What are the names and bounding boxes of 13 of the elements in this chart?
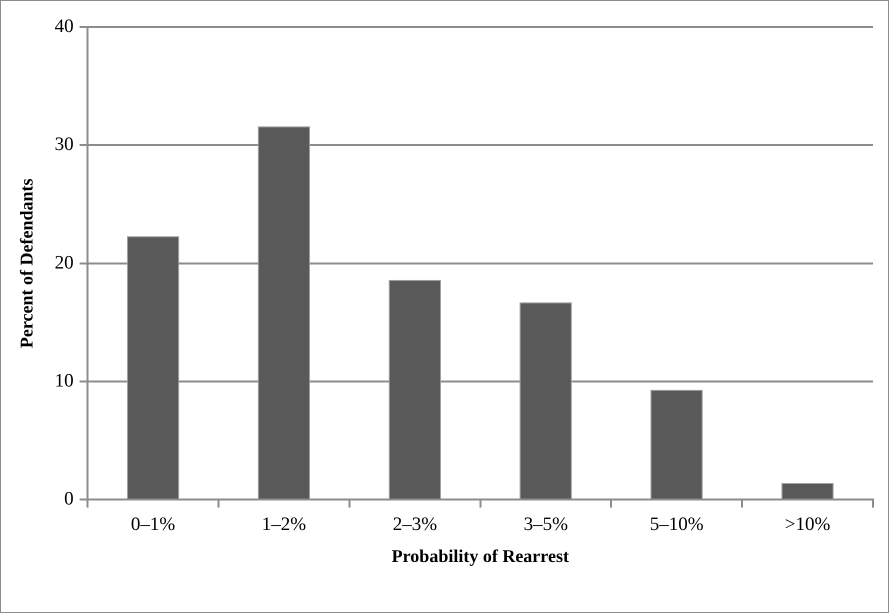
x-tick-label: >10% [784,514,830,535]
x-axis-title: Probability of Rearrest [392,546,569,566]
y-axis-title: Percent of Defendants [16,178,36,348]
y-tick-label: 40 [54,16,74,37]
x-tick-label: 3–5% [524,514,568,535]
x-tick-label: 2–3% [392,514,438,535]
y-tick-label: 0 [64,488,74,510]
x-tick-label: 5–10% [650,514,704,535]
y-tick-label: 20 [54,252,74,274]
x-tick-label: 1–2% [262,514,306,535]
y-tick-label: 30 [54,134,74,156]
x-tick-label: 0–1% [130,514,176,535]
y-tick-label: 10 [54,370,74,392]
